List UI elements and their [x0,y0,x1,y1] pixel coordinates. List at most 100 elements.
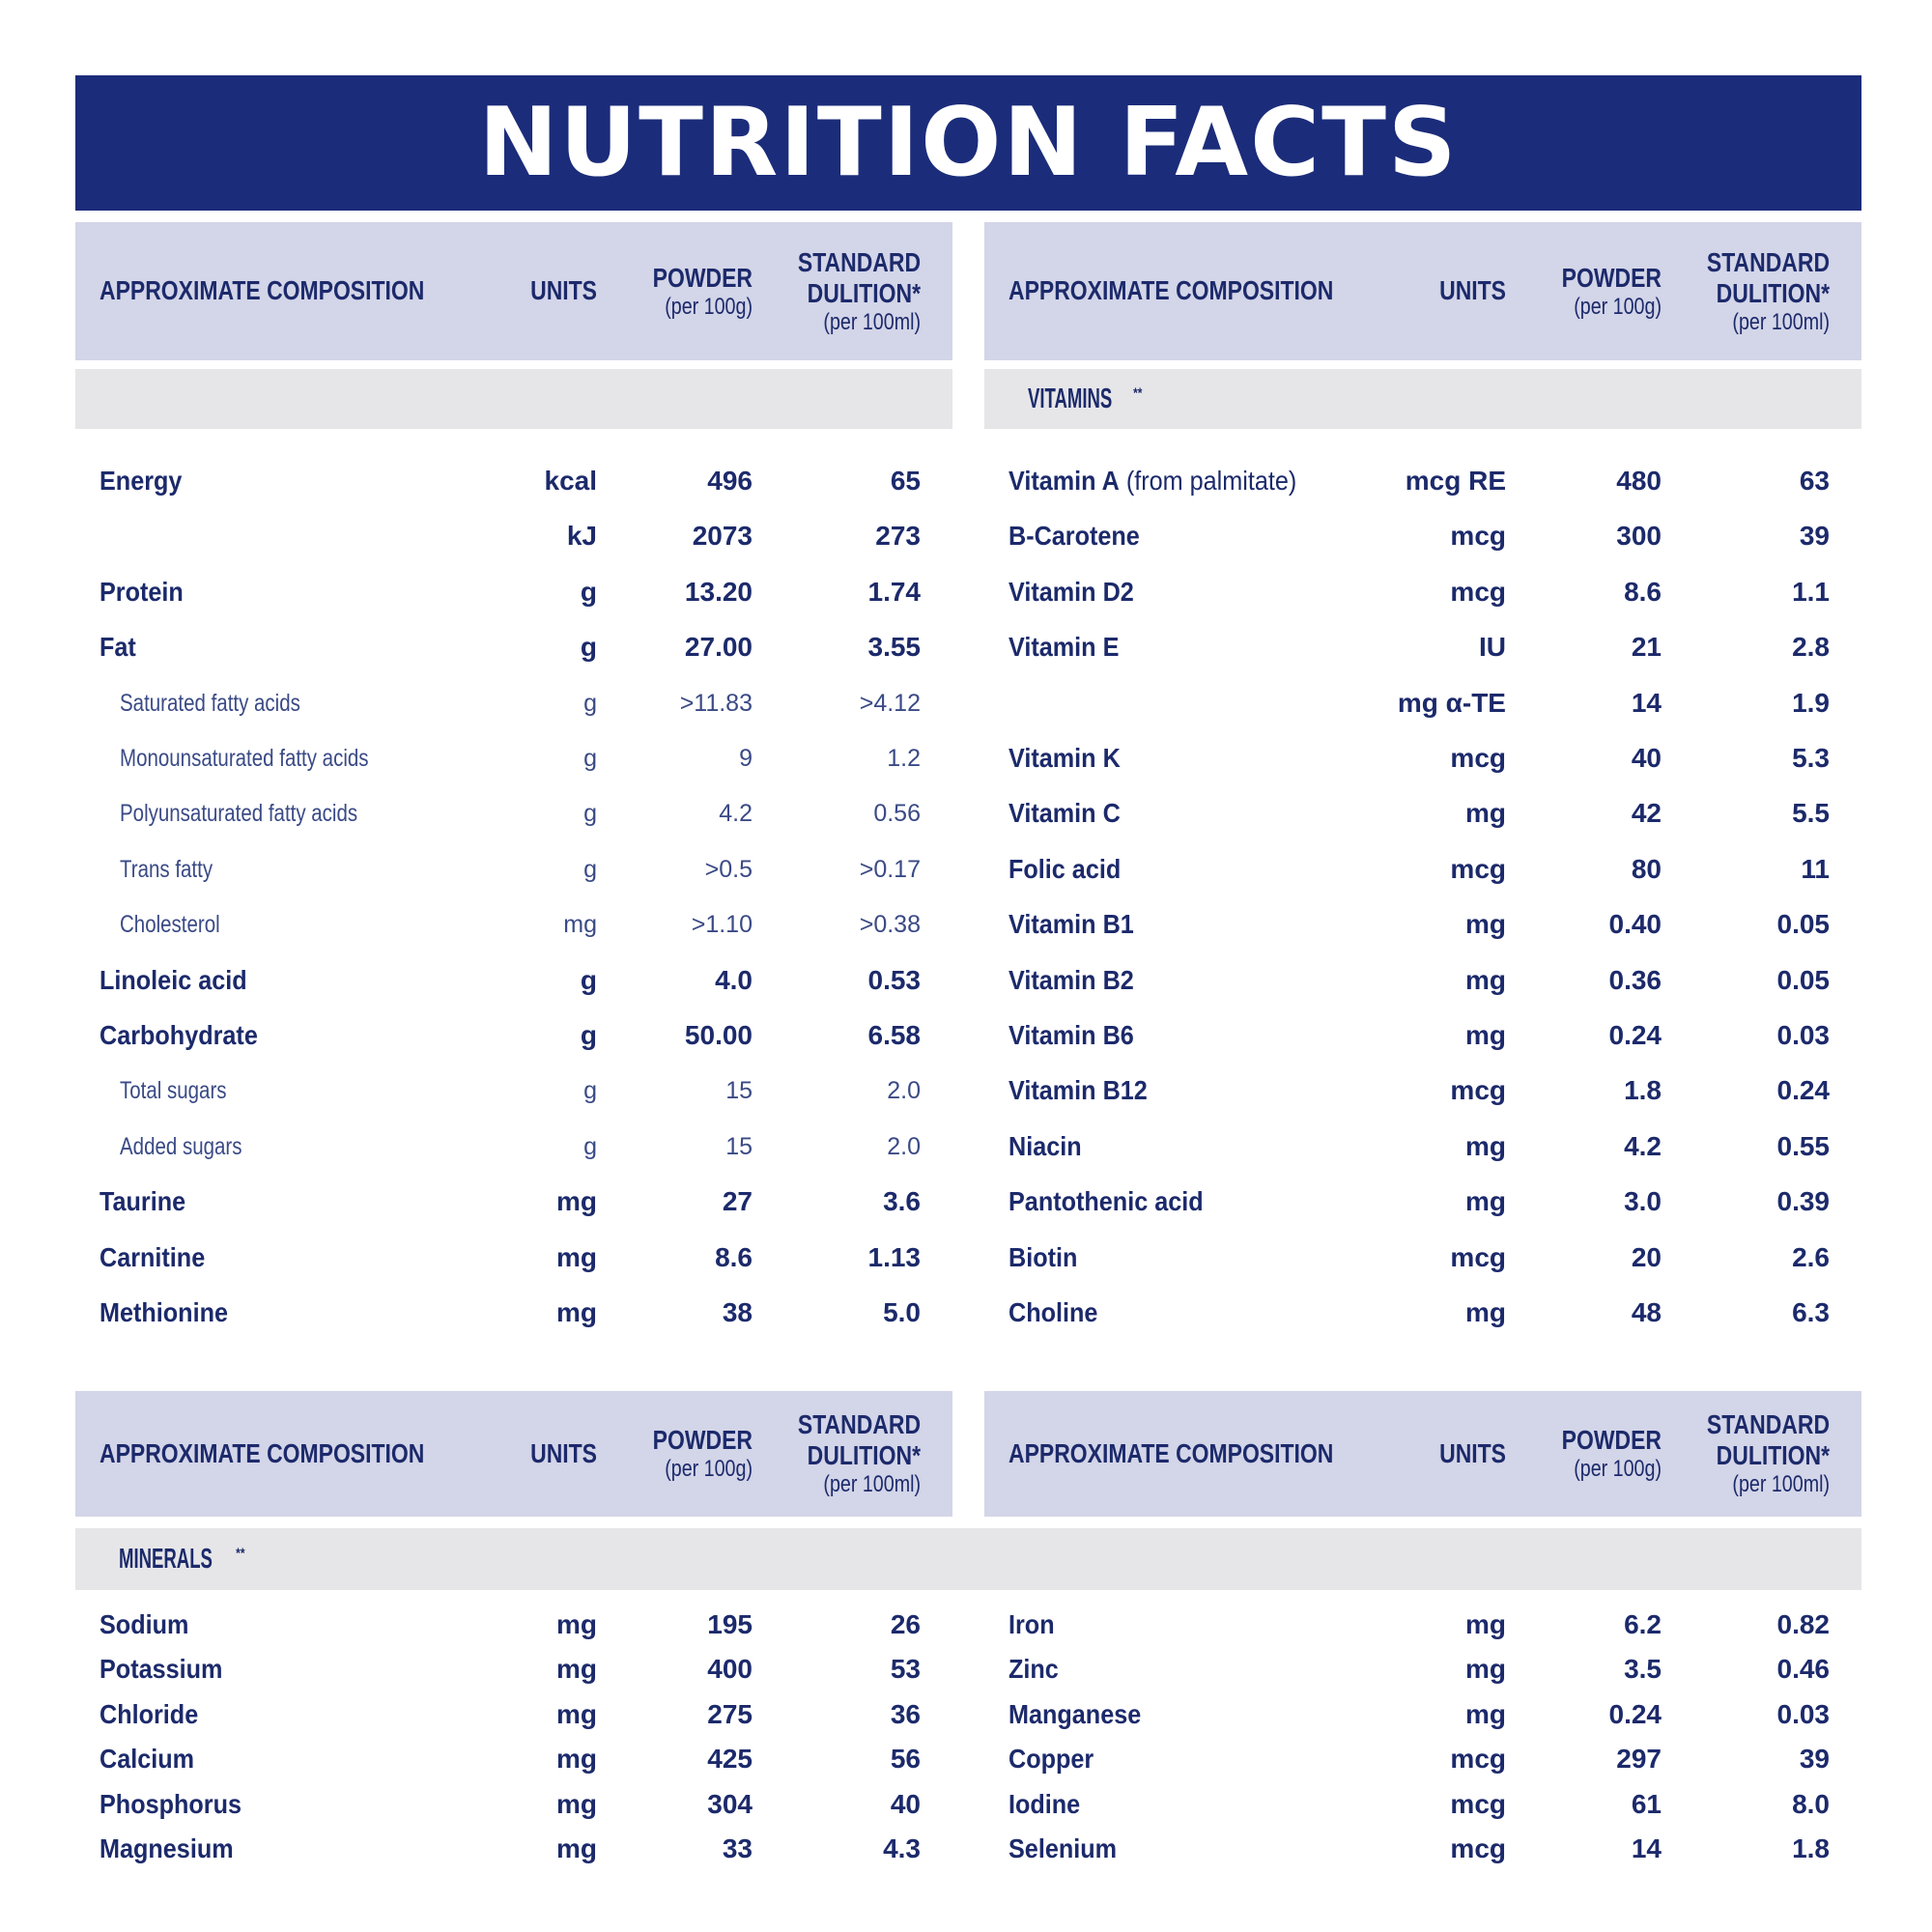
nutrient-unit: mcg [1450,743,1506,773]
table-row: Vitamin B2 mg 0.36 0.05 [984,961,1861,1000]
standard-dilution-value: 56 [890,1744,921,1775]
nutrient-name: Phosphorus [99,1788,242,1819]
standard-dilution-value: 273 [875,521,921,552]
standard-dilution-value: 5.5 [1792,798,1830,829]
nutrient-unit: IU [1479,632,1506,663]
nutrient-name: Sodium [99,1609,189,1639]
powder-value: 33 [722,1833,753,1863]
nutrient-unit: mcg RE [1405,466,1506,496]
standard-dilution-value: 1.13 [867,1241,922,1272]
powder-value: 15 [725,1077,753,1105]
powder-value: 1.8 [1624,1075,1662,1106]
nutrient-name: Fat [99,632,136,663]
table-row: Magnesium mg 33 4.3 [75,1830,952,1868]
nutrient-unit: mg [563,911,597,939]
table-row: Folic acid mcg 80 11 [984,850,1861,889]
table-row: kJ 2073 273 [75,517,952,555]
standard-dilution-value: 0.53 [867,964,922,995]
nutrient-unit: g [583,800,597,828]
header-standard-dilution: STANDARD DULITION* (per 100ml) [797,246,921,335]
nutrient-name: Iron [1009,1609,1055,1639]
powder-value: 13.20 [684,576,753,607]
table-row: Fat g 27.00 3.55 [75,628,952,667]
table-row: Saturated fatty acids g >11.83 >4.12 [75,684,952,723]
standard-dilution-value: >0.38 [859,911,921,939]
nutrient-unit: mg [556,1186,597,1217]
header-composition: APPROXIMATE COMPOSITION [1009,1437,1334,1468]
table-row: Choline mg 48 6.3 [984,1293,1861,1332]
nutrient-unit: mcg [1450,1241,1506,1272]
nutrient-name: Total sugars [120,1077,227,1105]
table-header: APPROXIMATE COMPOSITION UNITS POWDER (per… [984,222,1861,360]
standard-dilution-value: 0.82 [1776,1609,1831,1639]
header-standard-dilution: STANDARD DULITION* (per 100ml) [1706,1409,1830,1498]
nutrient-unit: mcg [1450,1744,1506,1775]
nutrient-unit: mg [1465,1130,1506,1161]
nutrient-unit: mcg [1450,853,1506,884]
header-units: UNITS [530,275,597,306]
header-units: UNITS [1439,1437,1506,1468]
standard-dilution-value: 2.8 [1792,632,1830,663]
nutrient-name: Vitamin D2 [1009,576,1134,607]
nutrient-name: Choline [1009,1297,1098,1327]
standard-dilution-value: 0.05 [1776,964,1831,995]
standard-dilution-value: 0.05 [1776,909,1831,940]
table-row: Selenium mcg 14 1.8 [984,1830,1861,1868]
header-units: UNITS [1439,275,1506,306]
standard-dilution-value: 6.3 [1792,1297,1830,1327]
powder-value: 21 [1631,632,1662,663]
powder-value: 0.40 [1608,909,1662,940]
nutrient-unit: mg [556,1788,597,1819]
nutrient-unit: g [583,855,597,883]
table-row: Vitamin B6 mg 0.24 0.03 [984,1016,1861,1055]
powder-value: >11.83 [679,689,753,717]
section-minerals: MINERALS ** [75,1528,1861,1590]
standard-dilution-value: 8.0 [1792,1788,1830,1819]
nutrient-name: Polyunsaturated fatty acids [120,800,358,828]
table-header: APPROXIMATE COMPOSITION UNITS POWDER (per… [984,1391,1861,1517]
section-vitamins: VITAMINS ** [984,369,1861,429]
nutrient-unit: mg [556,1297,597,1327]
powder-value: 275 [707,1698,753,1729]
standard-dilution-value: 36 [890,1698,921,1729]
standard-dilution-value: 0.55 [1776,1130,1831,1161]
nutrient-unit: g [580,1020,597,1050]
header-units: UNITS [530,1437,597,1468]
panel-bottom-left: APPROXIMATE COMPOSITION UNITS POWDER (per… [75,1391,1861,1893]
page-title: NUTRITION FACTS [478,88,1459,198]
table-row: Cholesterol mg >1.10 >0.38 [75,905,952,944]
table-row: Vitamin B12 mcg 1.8 0.24 [984,1071,1861,1110]
nutrient-unit: mg [1465,1654,1506,1685]
powder-value: 400 [707,1654,753,1685]
panel-bottom-right: APPROXIMATE COMPOSITION UNITS POWDER (per… [984,1391,1861,1893]
powder-value: 4.2 [719,800,753,828]
powder-value: 4.0 [715,964,753,995]
nutrient-unit: mg α-TE [1397,687,1506,718]
nutrient-unit: mcg [1450,1788,1506,1819]
powder-value: 4.2 [1624,1130,1662,1161]
nutrient-unit: mg [1465,1020,1506,1050]
powder-value: 6.2 [1624,1609,1662,1639]
powder-value: 480 [1616,466,1662,496]
nutrient-unit: g [583,1077,597,1105]
table-row: Linoleic acid g 4.0 0.53 [75,961,952,1000]
powder-value: 496 [707,466,753,496]
panel-top-right: APPROXIMATE COMPOSITION UNITS POWDER (per… [984,222,1861,1362]
table-row: Polyunsaturated fatty acids g 4.2 0.56 [75,794,952,833]
standard-dilution-value: 0.03 [1776,1698,1831,1729]
table-row: Energy kcal 496 65 [75,462,952,500]
table-row: Trans fatty g >0.5 >0.17 [75,850,952,889]
nutrient-name: Vitamin B1 [1009,909,1134,940]
nutrient-name: Selenium [1009,1833,1118,1863]
nutrient-name: Energy [99,466,183,496]
powder-value: 48 [1631,1297,1662,1327]
table-row: Phosphorus mg 304 40 [75,1785,952,1824]
powder-value: 0.24 [1608,1020,1662,1050]
powder-value: 425 [707,1744,753,1775]
powder-value: 38 [722,1297,753,1327]
nutrient-name: Potassium [99,1654,223,1685]
table-row: Iron mg 6.2 0.82 [984,1605,1861,1644]
table-row: Protein g 13.20 1.74 [75,573,952,611]
section-band [75,369,952,429]
nutrient-name: Linoleic acid [99,964,247,995]
